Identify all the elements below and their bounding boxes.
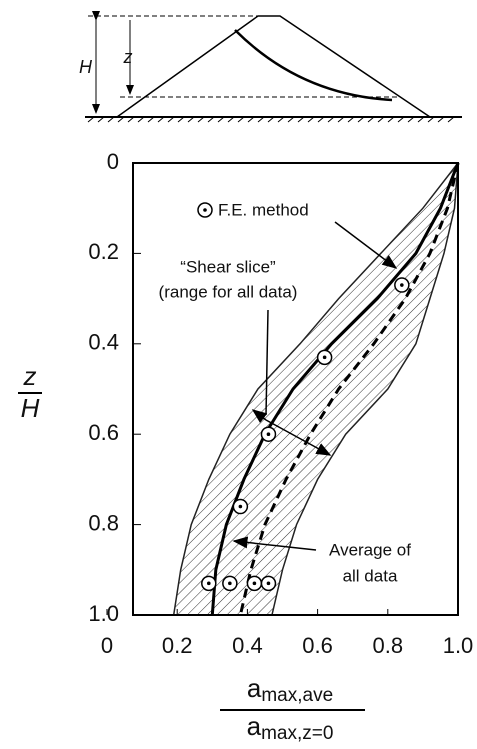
y-label-num: z [23, 361, 37, 391]
y-tick-label: 0.8 [88, 510, 119, 535]
x-label-num: amax,ave [247, 673, 333, 706]
y-label-den: H [21, 393, 40, 423]
band-edge [271, 162, 459, 616]
band-edge [172, 162, 459, 616]
annotation-bg [318, 538, 422, 590]
annotation: (range for all data) [159, 282, 298, 301]
x-tick-label: 0.6 [302, 633, 333, 658]
x-label-a: a [247, 673, 262, 703]
fe-point-center [400, 283, 404, 287]
y-tick-label: 0.4 [88, 330, 119, 355]
fe-point-center [206, 581, 211, 586]
y-tick-label: 1.0 [88, 601, 119, 626]
x-tick-label: 0.4 [232, 633, 263, 658]
fe-point-center [266, 581, 271, 586]
x-tick-label: 0.8 [373, 633, 404, 658]
arrow [232, 536, 317, 551]
plot-frame [132, 162, 459, 616]
x-tick-label: 0 [101, 633, 113, 658]
height-label: H [79, 57, 93, 77]
arrow [334, 221, 398, 269]
y-tick-label: 0.2 [88, 239, 119, 264]
legend-symbol-center [203, 208, 207, 212]
fe-point-center [322, 355, 327, 360]
x-label-sub2: max,z=0 [261, 723, 333, 744]
annotation: all data [343, 566, 398, 585]
line [238, 162, 460, 616]
dam-diagram [85, 11, 462, 123]
x-label-den: amax,z=0 [247, 711, 334, 744]
arrow [251, 409, 268, 423]
y-tick-label: 0.6 [88, 420, 119, 445]
plot: 0 0.2 0.4 0.6 0.8 1.0 0 0.2 0.4 0.6 0.8 1.0 F.E. met… [88, 149, 473, 658]
fe-point-center [252, 581, 257, 586]
fe-point-center [266, 432, 271, 437]
depth-label: z [123, 47, 133, 67]
fe-point-center [228, 581, 232, 586]
x-tick-label: 0.2 [162, 633, 193, 658]
arrow [265, 309, 269, 416]
x-tick-label: 1.0 [443, 633, 474, 658]
legend-label: F.E. method [218, 200, 309, 219]
arrow [265, 419, 332, 456]
y-tick-label: 0 [107, 149, 119, 174]
annotation: “Shear slice” [180, 257, 276, 276]
fe-point-center [238, 504, 243, 509]
x-label-sub: max,ave [261, 685, 333, 706]
line [210, 162, 460, 616]
annotation: Average of [329, 540, 411, 559]
x-label-a2: a [247, 711, 262, 741]
